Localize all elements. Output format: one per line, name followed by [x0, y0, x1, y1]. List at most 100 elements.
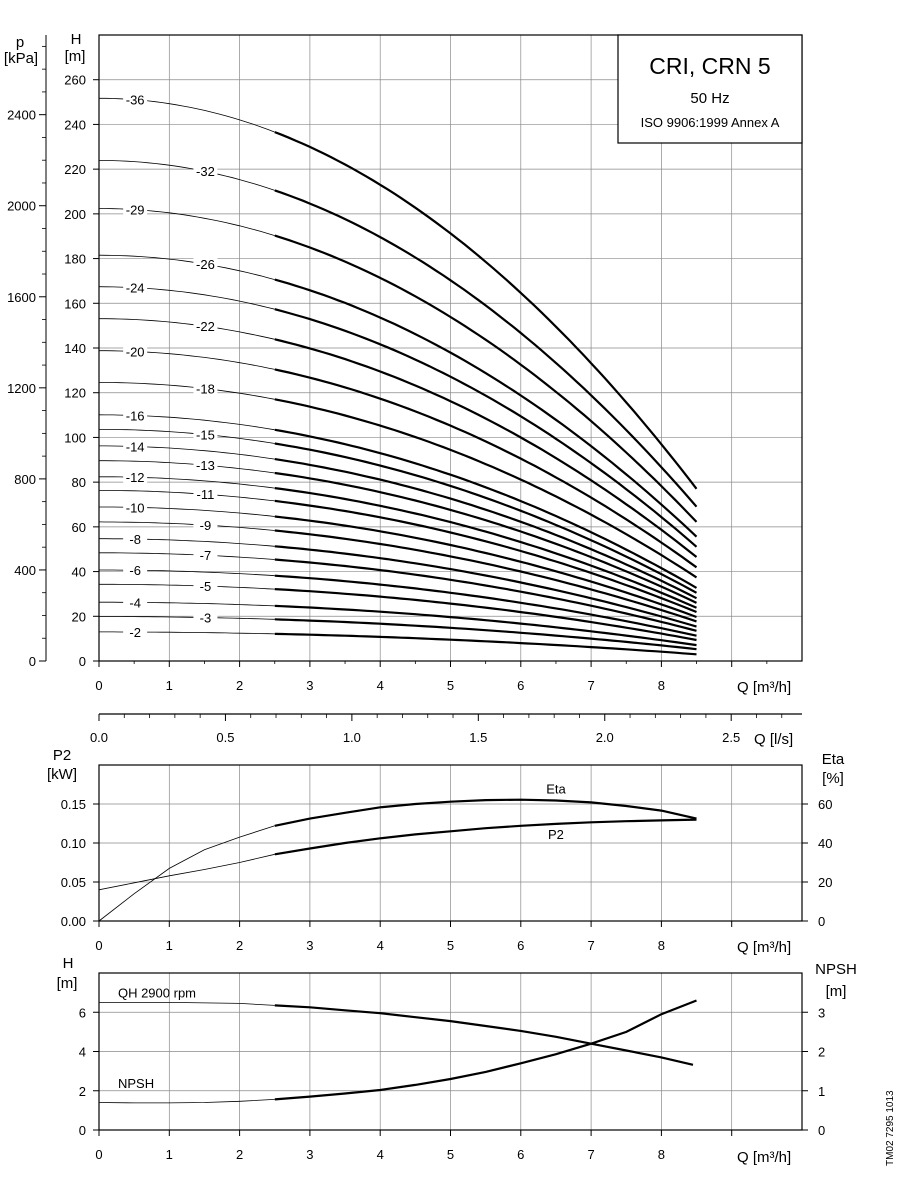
y-tick-label: 6 — [79, 1005, 86, 1020]
curve-label-bg — [123, 469, 148, 484]
x-tick-label: 8 — [658, 678, 665, 693]
x-tick-label: 5 — [447, 1147, 454, 1162]
qh-curve-extended — [99, 490, 275, 502]
y-tick-label: 260 — [64, 73, 86, 88]
flow-ls-axis-panel: 0.0 0.5 1.0 1.5 2.0 2.5 Q [l/s] — [90, 713, 802, 748]
ls-tick-label: 0.0 — [90, 730, 108, 745]
qh-curve-operating — [274, 428, 698, 589]
qh-curve-operating — [274, 558, 697, 632]
qh-curve-extended — [98, 254, 275, 280]
curve-label: -9 — [200, 518, 212, 533]
power-flow-axis-label: Q [m³/h] — [737, 939, 791, 956]
power-grid — [99, 765, 802, 921]
curve-label-bg — [123, 594, 148, 609]
curve-label: -13 — [196, 458, 215, 473]
npsh-curve-operating — [274, 999, 697, 1101]
ls-tick-label: 1.0 — [343, 730, 361, 745]
curve-label-bg — [123, 499, 148, 514]
legend-frequency: 50 Hz — [690, 90, 729, 107]
qh-npsh-curves: QH 2900 rpm NPSH — [98, 985, 697, 1104]
curve-label: -10 — [126, 500, 145, 515]
x-tick-label: 6 — [517, 1147, 524, 1162]
pressure-tick-label: 2000 — [7, 199, 36, 214]
p2-curve-operating — [274, 818, 697, 856]
qh-curve-operating — [274, 338, 698, 558]
legend-title: CRI, CRN 5 — [649, 53, 770, 79]
qh-curve-extended — [98, 521, 275, 531]
y-tick-label: 0 — [79, 1123, 86, 1138]
x-tick-label: 1 — [166, 938, 173, 953]
ls-tick-label: 0.5 — [216, 730, 234, 745]
x-tick-label: 8 — [658, 1147, 665, 1162]
qh-curve-operating — [274, 588, 697, 642]
qh-curve-extended — [99, 460, 275, 474]
power-axis-label: P2 — [53, 747, 71, 764]
drawing-reference: TM02 7295 1013 — [885, 1090, 896, 1166]
npsh-axis-unit: [m] — [826, 983, 847, 1000]
curve-label: -5 — [200, 579, 212, 594]
curve-label-bg — [193, 380, 218, 395]
curve-label-bg — [193, 457, 218, 472]
power-efficiency-panel: 0 1 2 3 4 5 6 7 8 0.00 0.05 0.10 0.15 0 20 40 60 Eta P2… — [47, 747, 845, 956]
y-tick-label: 0.00 — [61, 914, 86, 929]
npsh-tick-label: 0 — [818, 1123, 825, 1138]
qh-curve-operating — [274, 458, 698, 600]
npsh-head-axis-unit: [m] — [57, 975, 78, 992]
npsh-right-ticks: 0 1 2 3 — [802, 1005, 825, 1138]
curve-label: -14 — [126, 439, 145, 454]
y-tick-label: 0.05 — [61, 875, 86, 890]
qh-curve-operating — [274, 308, 698, 548]
eta-curve-operating — [274, 798, 697, 827]
pressure-tick-label: 2400 — [7, 108, 36, 123]
x-tick-label: 0 — [95, 1147, 102, 1162]
y-tick-label: 100 — [64, 430, 86, 445]
qh-curve-operating — [274, 368, 698, 569]
npsh-grid — [99, 973, 802, 1130]
pressure-tick-label: 800 — [14, 472, 36, 487]
curve-label-bg — [123, 624, 148, 639]
curve-label-bg — [193, 163, 218, 178]
qh-curve-operating — [274, 471, 697, 604]
curve-label: -7 — [200, 548, 212, 563]
curve-label: -36 — [126, 93, 145, 108]
efficiency-tick-label: 40 — [818, 836, 832, 851]
curve-label-bg — [123, 201, 148, 216]
power-x-ticks: 0 1 2 3 4 5 6 7 8 — [95, 921, 733, 953]
x-tick-label: 6 — [517, 678, 524, 693]
eta-curve-extended — [98, 825, 275, 922]
pressure-axis-unit: [kPa] — [4, 50, 38, 67]
x-tick-label: 6 — [517, 938, 524, 953]
y-tick-label: 140 — [64, 341, 86, 356]
qh-curves-panel: 0 1 2 3 4 5 6 7 8 0 20 40 60 80 100 120 140 160 180 200 220… — [4, 31, 803, 696]
flow-ls-ticks: 0.0 0.5 1.0 1.5 2.0 2.5 — [90, 714, 783, 745]
y-tick-label: 180 — [64, 252, 86, 267]
npsh-x-ticks: 0 1 2 3 4 5 6 7 8 — [95, 1130, 733, 1162]
curve-label-bg — [193, 547, 218, 562]
qh-curve-operating — [274, 632, 697, 656]
pressure-axis-label: p — [16, 34, 24, 51]
curve-label: -11 — [197, 487, 215, 502]
npsh-tick-label: 3 — [818, 1005, 825, 1020]
head-axis-unit: [m] — [65, 48, 86, 65]
qh-curve-operating — [274, 398, 698, 579]
y-tick-label: 220 — [64, 162, 86, 177]
curve-label: -3 — [200, 611, 212, 626]
qh-2900-curve-operating — [274, 1004, 694, 1066]
curve-label-bg — [193, 426, 218, 441]
curve-label-bg — [123, 562, 148, 577]
x-tick-label: 3 — [306, 938, 313, 953]
y-tick-label: 60 — [72, 520, 86, 535]
qh-curve-operating — [274, 574, 697, 637]
curve-label-bg — [193, 318, 218, 333]
qh-x-ticks: 0 1 2 3 4 5 6 7 8 — [95, 661, 768, 693]
npsh-axis-label: NPSH — [815, 961, 857, 978]
flow-ls-axis-label: Q [l/s] — [754, 731, 793, 748]
x-tick-label: 4 — [377, 938, 384, 953]
qh-curve-operating — [274, 131, 698, 490]
y-tick-label: 2 — [79, 1084, 86, 1099]
qh-curve-operating — [274, 442, 698, 594]
qh-curve-operating — [274, 529, 697, 623]
curve-label-bg — [123, 531, 148, 546]
npsh-tick-label: 2 — [818, 1045, 825, 1060]
